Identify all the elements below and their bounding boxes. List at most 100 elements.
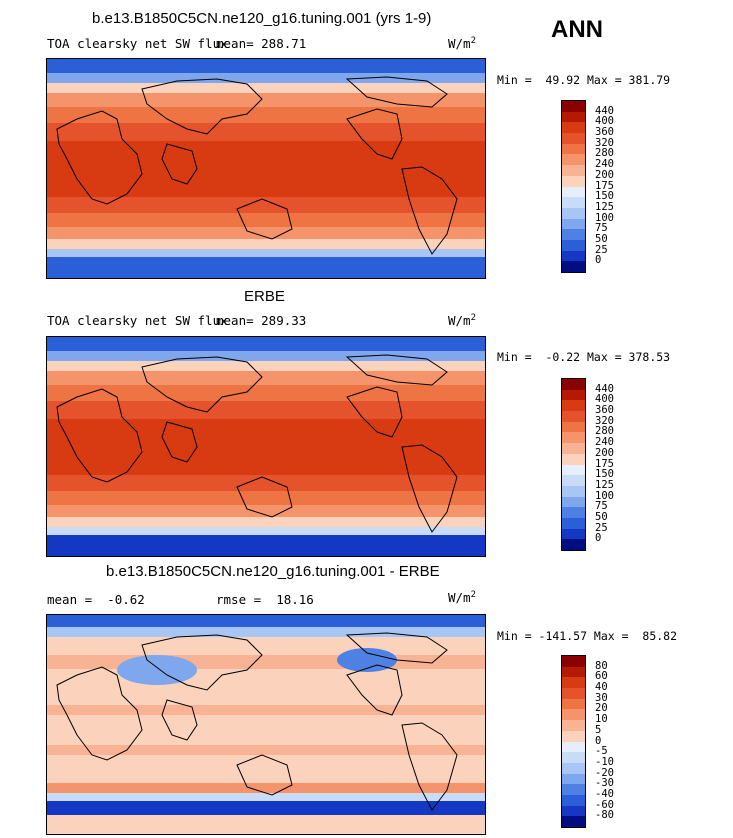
- panel1-title: b.e13.B1850C5CN.ne120_g16.tuning.001 (yr…: [92, 10, 432, 27]
- colorbar-swatch: [562, 197, 585, 208]
- colorbar-swatch: [562, 186, 585, 198]
- colorbar-swatch: [562, 175, 585, 187]
- colorbar-swatch: [562, 133, 585, 144]
- colorbar-swatch: [562, 218, 585, 230]
- colorbar-tick-label: 280: [595, 147, 614, 160]
- colorbar-tick-label: 0: [595, 734, 602, 747]
- colorbar-tick-label: 50: [595, 232, 608, 245]
- colorbar-tick-label: 0: [595, 532, 602, 545]
- panel1-colorbar: [561, 100, 586, 273]
- colorbar-swatch: [562, 517, 585, 529]
- colorbar-tick-label: 360: [595, 404, 614, 417]
- colorbar-swatch: [562, 720, 585, 731]
- colorbar-tick-label: 360: [595, 126, 614, 139]
- panel2-variable-label: TOA clearsky net SW flux: [47, 313, 228, 328]
- colorbar-tick-label: 150: [595, 190, 614, 203]
- colorbar-swatch: [562, 773, 585, 785]
- colorbar-swatch: [562, 688, 585, 699]
- panel3-mean-label: mean = -0.62: [47, 592, 145, 607]
- panel1-minmax: Min = 49.92 Max = 381.79: [497, 73, 671, 87]
- colorbar-swatch: [562, 464, 585, 476]
- colorbar-swatch: [562, 709, 585, 721]
- colorbar-tick-label: -20: [595, 766, 614, 779]
- colorbar-tick-label: 30: [595, 691, 608, 704]
- colorbar-swatch: [562, 400, 585, 412]
- colorbar-swatch: [562, 762, 585, 774]
- panel2-colorbar-labels: 440 400 360 320 280 240 200 175 150 125 100 75 50 25 0: [595, 378, 635, 549]
- colorbar-tick-label: -40: [595, 787, 614, 800]
- colorbar-tick-label: 25: [595, 521, 608, 534]
- colorbar-swatch: [562, 122, 585, 134]
- colorbar-swatch: [562, 752, 585, 763]
- colorbar-swatch: [562, 143, 585, 155]
- colorbar-tick-label: 75: [595, 500, 608, 513]
- colorbar-swatch: [562, 239, 585, 251]
- colorbar-swatch: [562, 229, 585, 240]
- colorbar-tick-label: 175: [595, 457, 614, 470]
- colorbar-tick-label: -60: [595, 798, 614, 811]
- colorbar-tick-label: 100: [595, 211, 614, 224]
- panel3-map: [46, 614, 486, 835]
- colorbar-tick-label: 175: [595, 179, 614, 192]
- colorbar-tick-label: 240: [595, 158, 614, 171]
- colorbar-tick-label: 25: [595, 243, 608, 256]
- colorbar-tick-label: 240: [595, 436, 614, 449]
- colorbar-tick-label: 60: [595, 670, 608, 683]
- colorbar-tick-label: 150: [595, 468, 614, 481]
- colorbar-swatch: [562, 816, 585, 827]
- colorbar-tick-label: 0: [595, 254, 602, 267]
- colorbar-swatch: [562, 698, 585, 710]
- colorbar-swatch: [562, 261, 585, 272]
- colorbar-swatch: [562, 379, 585, 390]
- colorbar-tick-label: -10: [595, 755, 614, 768]
- colorbar-swatch: [562, 411, 585, 422]
- panel1-variable-label: TOA clearsky net SW flux: [47, 36, 228, 51]
- panel1-map: [46, 58, 486, 279]
- colorbar-swatch: [562, 730, 585, 742]
- colorbar-tick-label: 280: [595, 425, 614, 438]
- colorbar-swatch: [562, 101, 585, 112]
- colorbar-swatch: [562, 250, 585, 262]
- colorbar-swatch: [562, 794, 585, 806]
- colorbar-swatch: [562, 805, 585, 817]
- colorbar-swatch: [562, 496, 585, 508]
- colorbar-tick-label: 200: [595, 446, 614, 459]
- colorbar-swatch: [562, 677, 585, 689]
- colorbar-tick-label: 400: [595, 393, 614, 406]
- colorbar-tick-label: 400: [595, 115, 614, 128]
- colorbar-swatch: [562, 528, 585, 540]
- colorbar-swatch: [562, 485, 585, 497]
- colorbar-tick-label: 5: [595, 723, 602, 736]
- colorbar-tick-label: 125: [595, 478, 614, 491]
- colorbar-swatch: [562, 656, 585, 667]
- colorbar-swatch: [562, 207, 585, 219]
- panel3-unit: W/m2: [448, 590, 476, 606]
- colorbar-tick-label: -80: [595, 809, 614, 822]
- panel2-colorbar: [561, 378, 586, 551]
- colorbar-tick-label: 440: [595, 104, 614, 117]
- colorbar-tick-label: 200: [595, 168, 614, 181]
- panel1-unit: W/m2: [448, 36, 476, 52]
- colorbar-tick-label: 50: [595, 510, 608, 523]
- colorbar-tick-label: 80: [595, 659, 608, 672]
- colorbar-swatch: [562, 666, 585, 678]
- colorbar-tick-label: 75: [595, 222, 608, 235]
- panel1-mean-label: mean= 288.71: [216, 36, 307, 51]
- panel1-colorbar-labels: 440 400 360 320 280 240 200 175 150 125 100 75 50 25 0: [595, 100, 635, 271]
- colorbar-tick-label: -5: [595, 745, 608, 758]
- colorbar-tick-label: 100: [595, 489, 614, 502]
- colorbar-swatch: [562, 432, 585, 444]
- panel2-unit: W/m2: [448, 313, 476, 329]
- colorbar-swatch: [562, 507, 585, 518]
- colorbar-tick-label: 10: [595, 713, 608, 726]
- colorbar-swatch: [562, 421, 585, 433]
- colorbar-tick-label: -30: [595, 777, 614, 790]
- season-label: ANN: [551, 16, 603, 43]
- colorbar-tick-label: 125: [595, 200, 614, 213]
- panel2-mean-label: mean= 289.33: [216, 313, 307, 328]
- colorbar-swatch: [562, 154, 585, 166]
- colorbar-tick-label: 20: [595, 702, 608, 715]
- panel3-minmax: Min = -141.57 Max = 85.82: [497, 629, 678, 643]
- colorbar-swatch: [562, 443, 585, 454]
- colorbar-swatch: [562, 475, 585, 486]
